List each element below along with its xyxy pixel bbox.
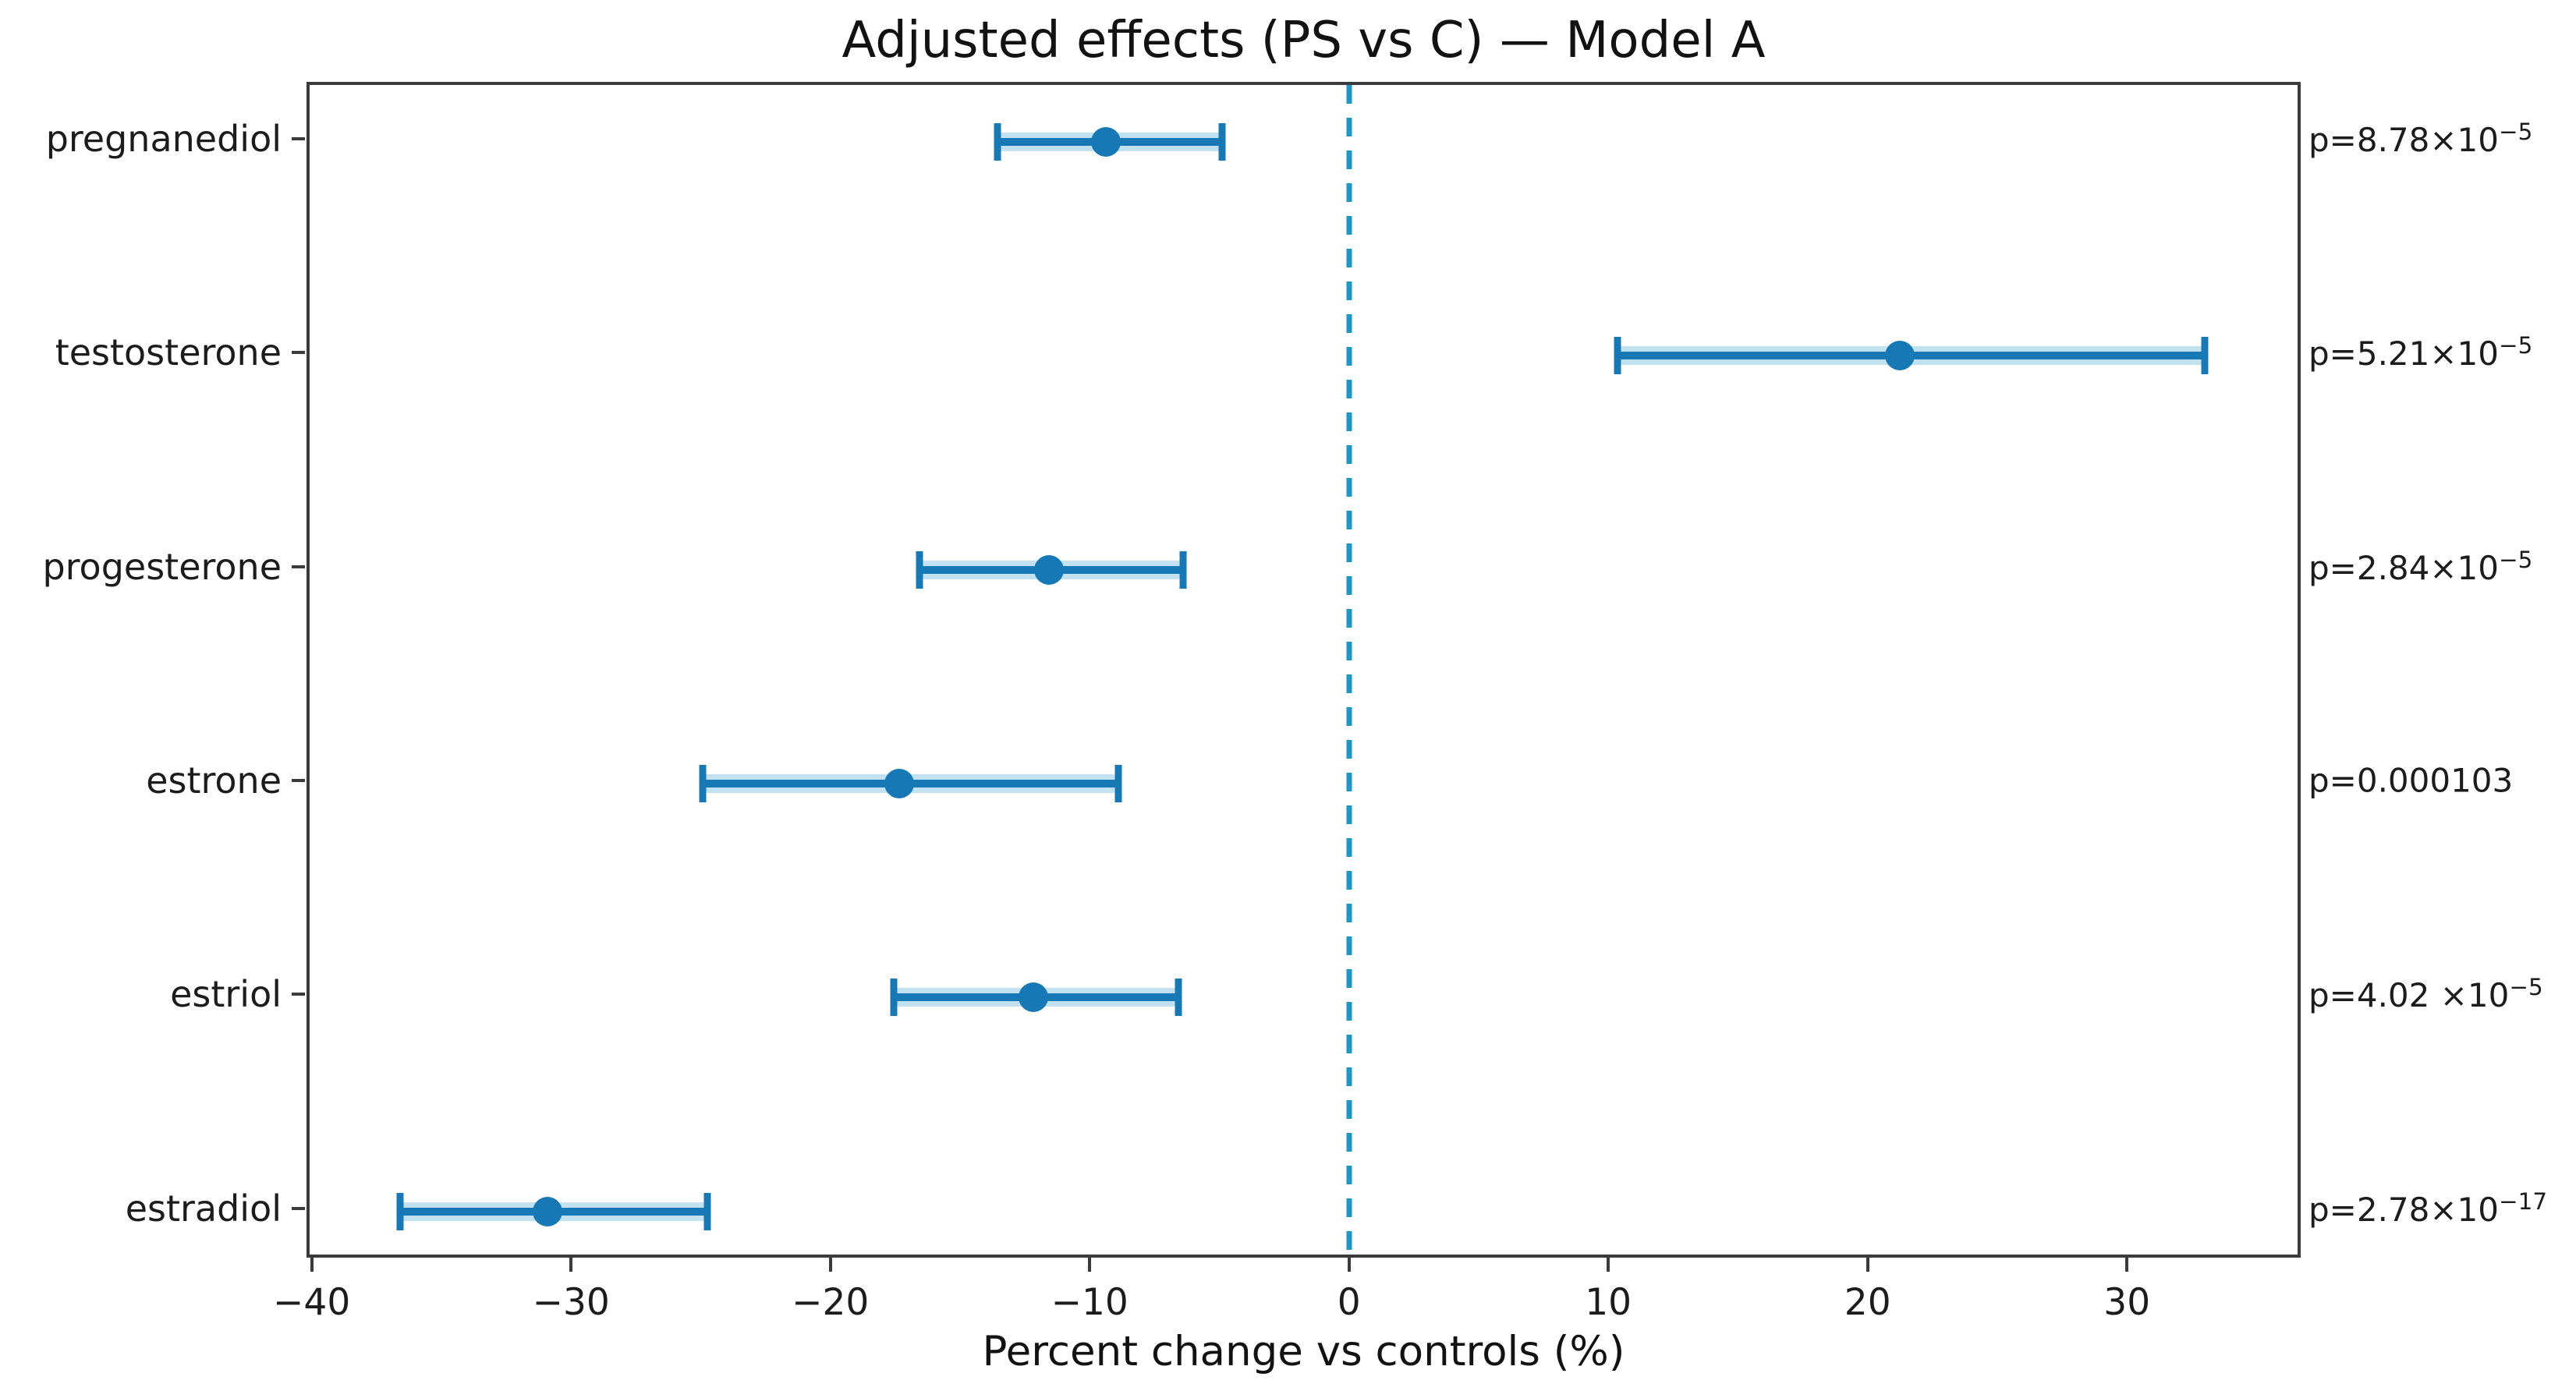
p-value-exponent: −5: [2499, 546, 2533, 573]
x-tick-mark: [2125, 1258, 2129, 1272]
y-tick-label: pregnanediol: [45, 118, 282, 160]
x-tick-mark: [569, 1258, 573, 1272]
y-tick-label: testosterone: [55, 331, 282, 374]
x-tick-mark: [828, 1258, 832, 1272]
x-tick-label: 30: [2103, 1281, 2151, 1324]
y-tick-mark: [292, 351, 305, 355]
error-bar-cap-high: [1179, 550, 1187, 589]
p-value-label: p=8.78×10−5: [2308, 119, 2533, 159]
point-marker: [1019, 982, 1049, 1013]
p-value-label: p=5.21×10−5: [2308, 332, 2533, 373]
x-axis-label: Percent change vs controls (%): [982, 1328, 1625, 1375]
error-bar-cap-low: [994, 123, 1001, 161]
p-value-exponent: −5: [2509, 974, 2543, 1001]
y-tick-mark: [292, 778, 305, 782]
zero-reference-line: [1346, 85, 1352, 1255]
error-bar-cap-high: [1218, 123, 1226, 161]
error-bar-cap-high: [1175, 979, 1182, 1017]
error-bar-cap-low: [1614, 337, 1621, 375]
y-tick-mark: [292, 993, 305, 996]
x-tick-label: −20: [792, 1281, 870, 1324]
y-tick-label: estriol: [170, 973, 282, 1016]
x-tick-label: 20: [1844, 1281, 1891, 1324]
error-bar-cap-high: [1114, 764, 1122, 802]
y-tick-label: estrone: [146, 759, 282, 802]
x-tick-mark: [310, 1258, 314, 1272]
error-bar-cap-low: [396, 1192, 404, 1230]
point-marker: [1034, 554, 1064, 585]
p-value-label: p=0.000103: [2308, 761, 2514, 800]
point-marker: [532, 1196, 562, 1226]
y-tick-mark: [292, 137, 305, 140]
error-bar-cap-low: [916, 550, 923, 589]
p-value-label: p=2.84×10−5: [2308, 546, 2533, 587]
point-marker: [1090, 127, 1121, 157]
x-tick-mark: [1347, 1258, 1351, 1272]
point-marker: [1884, 341, 1915, 371]
x-tick-label: 10: [1585, 1281, 1632, 1324]
x-tick-mark: [1866, 1258, 1869, 1272]
y-tick-mark: [292, 1206, 305, 1210]
y-tick-mark: [292, 565, 305, 568]
y-tick-label: estradiol: [125, 1187, 282, 1230]
p-value-label: p=4.02 ×10−5: [2308, 974, 2543, 1015]
p-value-exponent: −5: [2499, 332, 2533, 359]
error-bar-cap-low: [699, 764, 707, 802]
p-value-exponent: −5: [2499, 119, 2533, 145]
plot-area: [306, 82, 2301, 1258]
x-tick-mark: [1607, 1258, 1610, 1272]
x-tick-label: −40: [273, 1281, 351, 1324]
point-marker: [884, 768, 914, 798]
error-bar-cap-high: [2201, 337, 2209, 375]
error-bar-cap-high: [703, 1192, 711, 1230]
error-bar-cap-low: [890, 979, 898, 1017]
x-tick-mark: [1088, 1258, 1092, 1272]
y-tick-label: progesterone: [42, 545, 282, 588]
p-value-label: p=2.78×10−17: [2308, 1187, 2548, 1229]
chart-title: Adjusted effects (PS vs C) — Model A: [842, 12, 1766, 69]
x-tick-label: −30: [532, 1281, 610, 1324]
p-value-exponent: −17: [2499, 1187, 2548, 1215]
x-tick-label: 0: [1337, 1281, 1361, 1324]
x-tick-label: −10: [1051, 1281, 1129, 1324]
